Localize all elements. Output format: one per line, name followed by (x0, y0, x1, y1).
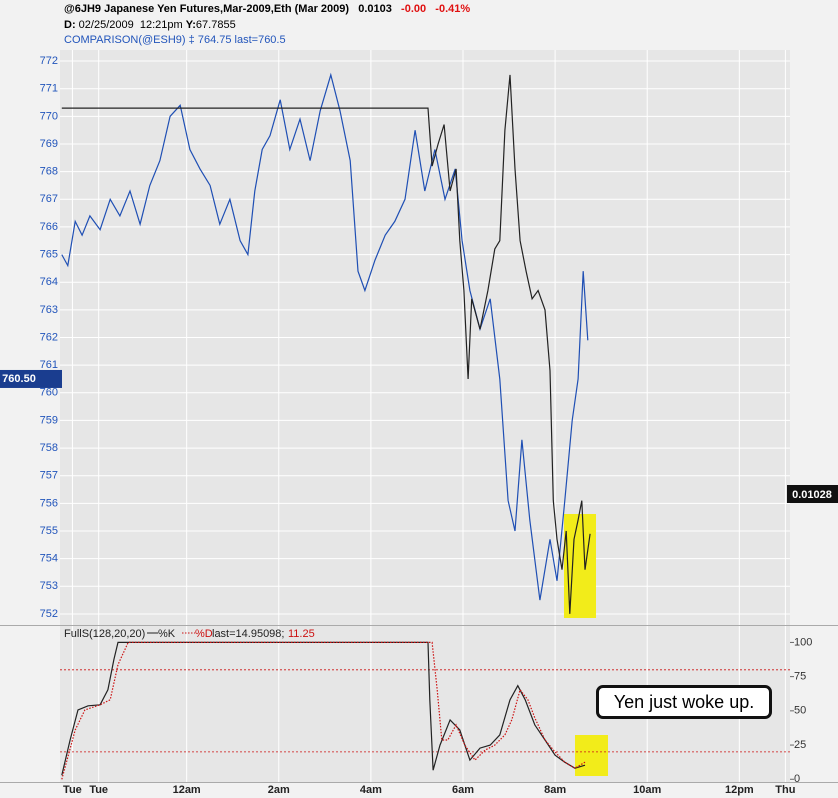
y-tick-label: 768 (40, 166, 58, 178)
y-tick-label: 764 (40, 276, 58, 288)
x-tick-label: Tue (89, 784, 108, 796)
x-tick-label: Thu (775, 784, 795, 796)
y-tick-label: 759 (40, 414, 58, 426)
y-tick-label: 758 (40, 442, 58, 454)
symbol: @6JH9 Japanese Yen Futures,Mar-2009,Eth … (64, 3, 350, 15)
y-tick-label: 75 (794, 671, 806, 683)
right-marker: 0.01028 (792, 489, 832, 501)
x-tick-label: 12pm (725, 784, 754, 796)
left-marker-box (0, 369, 62, 388)
y-tick-label: 760 (40, 387, 58, 399)
y-tick-label: 761 (40, 359, 58, 371)
y-tick-label: 771 (40, 83, 58, 95)
x-tick-label: 8am (544, 784, 566, 796)
y-tick-label: 752 (40, 608, 58, 620)
series-line (61, 641, 586, 776)
header-line-2: D: 02/25/2009 12:21pm Y:67.7855 (64, 19, 236, 31)
legend-k-label: %K (158, 628, 176, 640)
y-tick-label: 757 (40, 470, 58, 482)
header-line-3: COMPARISON(@ESH9) ‡ 764.75 last=760.5 (64, 34, 286, 46)
cursor-y: 67.7855 (195, 19, 236, 31)
highlight (575, 735, 608, 776)
y-tick-label: 772 (40, 55, 58, 67)
y-tick-label: 100 (794, 636, 812, 648)
y-tick-label: 50 (794, 705, 806, 717)
series-line (61, 74, 591, 614)
cursor-label: D: (64, 19, 76, 31)
y-tick-label: 756 (40, 497, 58, 509)
x-tick-label: 6am (452, 784, 474, 796)
y-tick-label: 766 (40, 221, 58, 233)
x-tick-label: 12am (173, 784, 201, 796)
last-price: 0.0103 (358, 3, 392, 15)
change: -0.00 (401, 3, 427, 15)
cursor-date: 02/25/2009 (78, 19, 134, 31)
right-marker-box (787, 485, 838, 503)
x-tick-label: 2am (268, 784, 290, 796)
left-marker: 760.50 (2, 373, 36, 385)
y-tick-label: 770 (40, 110, 58, 122)
y-tick-label: 25 (794, 739, 806, 751)
comparison-info: ‡ 764.75 last=760.5 (188, 34, 286, 46)
series-line (61, 72, 589, 601)
change-pct: -0.41% (435, 3, 471, 15)
y-tick-label: 769 (40, 138, 58, 150)
y-tick-label: 754 (40, 553, 58, 565)
x-tick-label: 10am (633, 784, 661, 796)
y-tick-label: 762 (40, 331, 58, 343)
series-line (61, 641, 586, 780)
x-tick-label: 4am (360, 784, 382, 796)
y-tick-label: 755 (40, 525, 58, 537)
header-line-1: @6JH9 Japanese Yen Futures,Mar-2009,Eth … (64, 3, 470, 15)
stoch-title: FullS(128,20,20) (64, 628, 145, 640)
x-tick-label: Tue (63, 784, 82, 796)
cursor-y-label: Y: (185, 19, 196, 31)
grid-layer (60, 50, 790, 782)
cursor-time: 12:21pm (139, 19, 183, 31)
y-tick-label: 763 (40, 304, 58, 316)
stoch-last: last=14.95098; (212, 628, 284, 640)
legend-d-label: %D (195, 628, 213, 640)
y-tick-label: 765 (40, 248, 58, 260)
y-tick-label: 0 (794, 773, 800, 785)
y-tick-label: 753 (40, 580, 58, 592)
stoch-last-d: 11.25 (288, 628, 315, 640)
y-tick-label: 767 (40, 193, 58, 205)
annotation: Yen just woke up. (596, 685, 772, 719)
comparison-name: COMPARISON(@ESH9) (64, 34, 186, 46)
